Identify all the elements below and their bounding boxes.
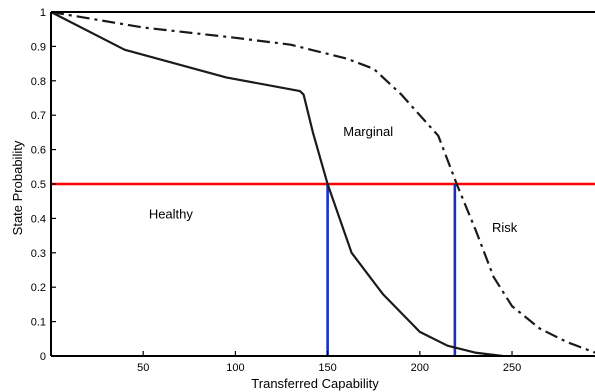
series-line-2	[50, 10, 595, 354]
y-tick-label: 0.4	[31, 213, 46, 225]
x-tick-label: 100	[226, 362, 244, 374]
y-tick-label: 0.9	[31, 41, 46, 53]
y-tick-label: 0	[40, 351, 46, 363]
y-tick-label: 0.7	[31, 110, 46, 122]
x-tick-label: 200	[411, 362, 429, 374]
region-labels: Healthy Marginal Risk	[149, 124, 518, 235]
y-tick-label: 0.6	[31, 145, 46, 157]
y-tick-label: 0.2	[31, 282, 46, 294]
series-line-1	[50, 11, 503, 358]
x-tick-label: 250	[503, 362, 521, 374]
series-lines	[50, 10, 595, 358]
region-label-risk: Risk	[492, 220, 518, 235]
region-label-marginal: Marginal	[343, 124, 393, 139]
x-axis-title: Transferred Capability	[251, 376, 379, 391]
y-tick-label: 0.1	[31, 317, 46, 329]
reference-lines	[51, 182, 595, 356]
y-tick-label: 0.5	[31, 179, 46, 191]
x-tick-label: 150	[318, 362, 336, 374]
region-label-healthy: Healthy	[149, 206, 194, 221]
y-tick-label: 0.8	[31, 76, 46, 88]
y-tick-label: 0.3	[31, 248, 46, 260]
y-axis-title: State Probability	[10, 140, 25, 235]
y-tick-label: 1	[40, 7, 46, 19]
x-tick-label: 50	[137, 362, 149, 374]
